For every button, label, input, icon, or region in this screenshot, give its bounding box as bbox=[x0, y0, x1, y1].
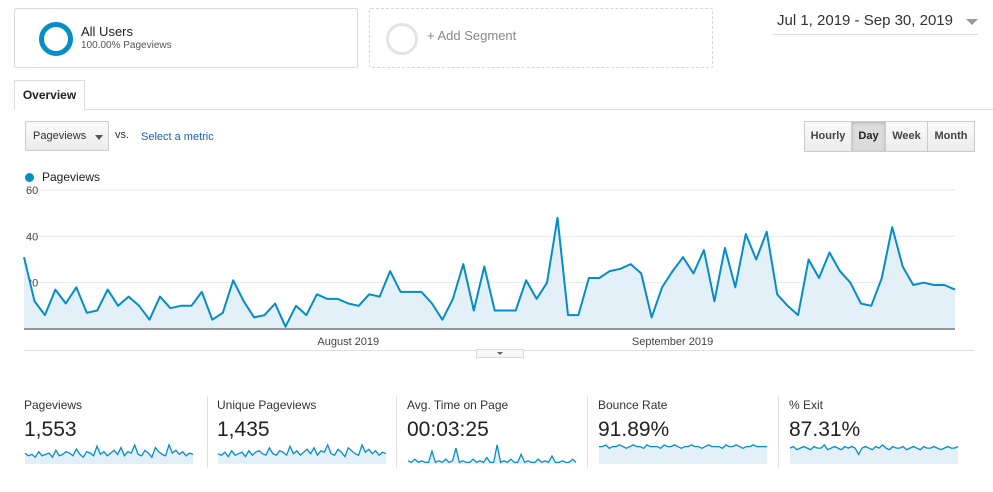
scorecard-sparkline bbox=[217, 443, 387, 464]
x-tick-label: September 2019 bbox=[632, 336, 713, 348]
scorecard-label: Unique Pageviews bbox=[217, 398, 317, 412]
sparkline-line bbox=[599, 444, 767, 450]
granularity-day-button[interactable]: Day bbox=[851, 121, 886, 152]
date-range-text: Jul 1, 2019 - Sep 30, 2019 bbox=[777, 12, 953, 29]
scorecard-bounce-rate: Bounce Rate 91.89% bbox=[587, 396, 768, 468]
legend-label: Pageviews bbox=[42, 170, 101, 184]
granularity-hourly-button[interactable]: Hourly bbox=[804, 121, 852, 152]
sparkline-line bbox=[217, 443, 387, 458]
scorecard-unique-pageviews: Unique Pageviews 1,435 bbox=[207, 396, 387, 468]
sparkline-line bbox=[407, 444, 577, 464]
scorecard-sparkline bbox=[24, 442, 194, 464]
add-segment-label: + Add Segment bbox=[427, 28, 517, 43]
scorecard-label: Avg. Time on Page bbox=[407, 398, 509, 412]
scorecard-value: 00:03:25 bbox=[407, 418, 489, 441]
granularity-month-button[interactable]: Month bbox=[927, 121, 975, 152]
vs-label: vs. bbox=[115, 129, 130, 141]
segment-subtitle: 100.00% Pageviews bbox=[81, 40, 172, 51]
scorecard-value: 1,435 bbox=[217, 418, 270, 441]
chevron-down-icon bbox=[95, 135, 103, 140]
segment-card-all-users[interactable]: All Users 100.00% Pageviews bbox=[14, 8, 358, 68]
y-tick-label: 40 bbox=[26, 231, 38, 243]
sparkline-line bbox=[789, 443, 959, 456]
empty-segment-ring-icon bbox=[386, 23, 418, 55]
scorecard-pageviews: Pageviews 1,553 bbox=[24, 396, 194, 468]
sparkline-line bbox=[24, 442, 194, 459]
sparkline-area bbox=[25, 444, 193, 464]
chart-collapse-toggle[interactable] bbox=[476, 349, 524, 358]
metric-select-label: Pageviews bbox=[33, 130, 87, 142]
scorecard-value: 87.31% bbox=[789, 418, 861, 441]
scorecard-label: Pageviews bbox=[24, 398, 83, 412]
scorecard-sparkline bbox=[599, 444, 767, 464]
date-range-picker[interactable]: Jul 1, 2019 - Sep 30, 2019 bbox=[773, 8, 978, 35]
x-tick-label: August 2019 bbox=[317, 336, 379, 348]
scorecard-avg-time-on-page: Avg. Time on Page 00:03:25 bbox=[396, 396, 577, 468]
tab-overview[interactable]: Overview bbox=[14, 80, 85, 110]
select-metric-link[interactable]: Select a metric bbox=[141, 131, 214, 143]
add-segment-button[interactable]: + Add Segment bbox=[369, 8, 713, 68]
caret-down-icon bbox=[497, 352, 503, 355]
scorecard-value: 1,553 bbox=[24, 418, 77, 441]
series-area bbox=[24, 217, 955, 329]
scorecard-sparkline bbox=[407, 444, 577, 464]
scorecard-label: % Exit bbox=[789, 398, 824, 412]
legend-dot-icon bbox=[25, 173, 34, 182]
scorecard-value: 91.89% bbox=[598, 418, 670, 441]
granularity-week-button[interactable]: Week bbox=[885, 121, 928, 152]
chevron-down-icon bbox=[966, 19, 978, 25]
scorecard-label: Bounce Rate bbox=[598, 398, 668, 412]
scorecard-sparkline bbox=[789, 443, 959, 464]
scorecard-exit-rate: % Exit 87.31% bbox=[778, 396, 959, 468]
segment-title: All Users bbox=[81, 24, 134, 39]
sparkline-area bbox=[599, 444, 767, 464]
segment-ring-icon bbox=[39, 22, 73, 56]
metric-select[interactable]: Pageviews bbox=[25, 121, 109, 151]
tab-divider bbox=[14, 109, 993, 110]
y-tick-label: 60 bbox=[26, 185, 38, 197]
sparkline-area bbox=[790, 444, 958, 464]
series-line-pageviews bbox=[23, 216, 956, 328]
